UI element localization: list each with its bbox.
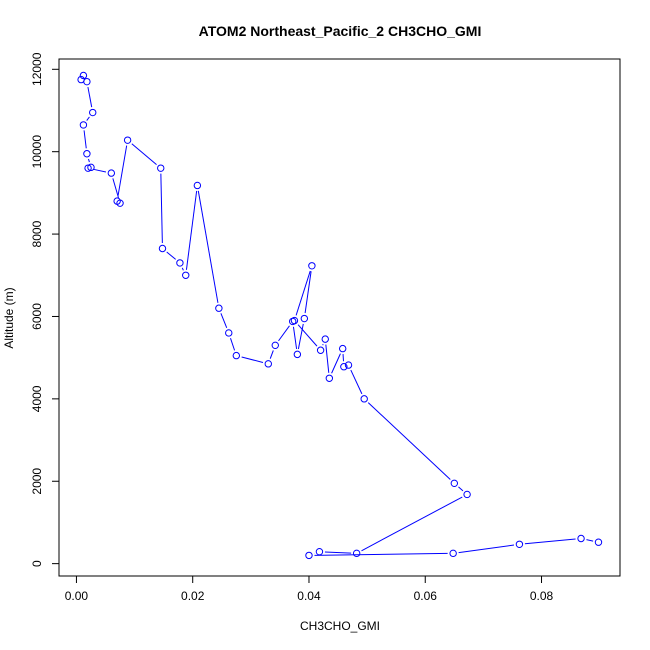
data-point [225, 329, 233, 337]
data-point [449, 549, 457, 558]
data-point [360, 395, 368, 403]
data-point [264, 360, 272, 368]
x-tick-label: 0.08 [530, 589, 554, 603]
series-segment [112, 178, 119, 199]
series-segment [160, 173, 163, 244]
series-layer [77, 71, 603, 560]
data-point [271, 341, 279, 350]
series-segment [367, 402, 451, 480]
series-segment [181, 267, 184, 271]
series-segment [241, 356, 264, 363]
y-tick-label: 4000 [30, 385, 44, 412]
series-segment [83, 130, 87, 149]
data-point [83, 77, 91, 86]
y-tick-label: 8000 [30, 220, 44, 247]
data-point [79, 121, 88, 129]
data-point [308, 262, 316, 270]
series-segment [278, 325, 290, 342]
series-segment [350, 369, 363, 395]
series-segment [331, 353, 341, 374]
data-point [338, 344, 347, 353]
y-tick-label: 10000 [30, 135, 44, 169]
series-segment [297, 324, 318, 347]
series-segment [197, 190, 219, 303]
data-point [89, 108, 97, 117]
series-segment [361, 496, 463, 552]
data-point [123, 136, 132, 144]
data-point [594, 538, 603, 546]
series-segment [314, 552, 448, 556]
series-segment [458, 486, 464, 492]
data-point [193, 181, 202, 190]
data-point [305, 551, 313, 560]
y-tick-label: 0 [30, 560, 44, 567]
data-point [87, 163, 95, 172]
series-segment [524, 538, 576, 545]
data-point [340, 363, 348, 371]
series-segment [304, 271, 312, 314]
series-segment [185, 190, 198, 270]
y-axis: 0 2000 4000 6000 8000 10000 12000 [30, 52, 60, 567]
data-point [158, 244, 167, 253]
series-segment [230, 338, 236, 351]
data-point [232, 351, 241, 360]
data-point [315, 547, 324, 556]
y-axis-label: Altitude (m) [2, 287, 16, 348]
series-segment [295, 270, 311, 316]
plot-frame [58, 58, 621, 577]
series-segment [87, 86, 93, 108]
series-segment [325, 344, 330, 373]
data-point [113, 197, 121, 205]
series-segment [458, 544, 515, 554]
data-point [79, 71, 88, 80]
chart-title: ATOM2 Northeast_Pacific_2 CH3CHO_GMI [199, 23, 482, 39]
series-segment [269, 350, 274, 359]
data-point [176, 259, 184, 267]
series-segment [220, 313, 228, 329]
x-tick-label: 0.06 [414, 589, 438, 603]
data-point [352, 549, 361, 558]
y-tick-label: 12000 [30, 52, 44, 86]
series-segment [86, 116, 90, 121]
series-segment [586, 539, 594, 542]
series-segment [131, 143, 157, 165]
data-point [182, 271, 190, 279]
y-tick-label: 6000 [30, 303, 44, 330]
y-tick-label: 2000 [30, 468, 44, 495]
data-point [577, 534, 585, 543]
series-segment [93, 168, 107, 173]
data-point [300, 314, 309, 323]
data-point [107, 169, 116, 177]
data-point [325, 374, 334, 382]
data-point [450, 479, 459, 488]
data-point [83, 150, 91, 158]
series-segment [88, 158, 90, 163]
x-tick-label: 0.02 [181, 589, 205, 603]
data-point [290, 316, 299, 325]
series-segment [166, 251, 176, 260]
data-point [293, 350, 302, 359]
series-segment [297, 323, 304, 350]
data-point [515, 540, 524, 548]
series-segment [117, 145, 128, 196]
data-point [344, 361, 353, 369]
series-segment [324, 551, 352, 554]
data-point [157, 164, 165, 172]
x-tick-label: 0.00 [65, 589, 89, 603]
series-segment [292, 326, 298, 349]
x-tick-label: 0.04 [297, 589, 321, 603]
data-point [215, 304, 223, 312]
data-point [463, 490, 471, 499]
data-point [316, 346, 325, 354]
x-axis-label: CH3CHO_GMI [300, 619, 380, 633]
x-axis: 0.00 0.02 0.04 0.06 0.08 [65, 575, 554, 603]
data-point [84, 164, 92, 172]
data-point [321, 335, 329, 343]
